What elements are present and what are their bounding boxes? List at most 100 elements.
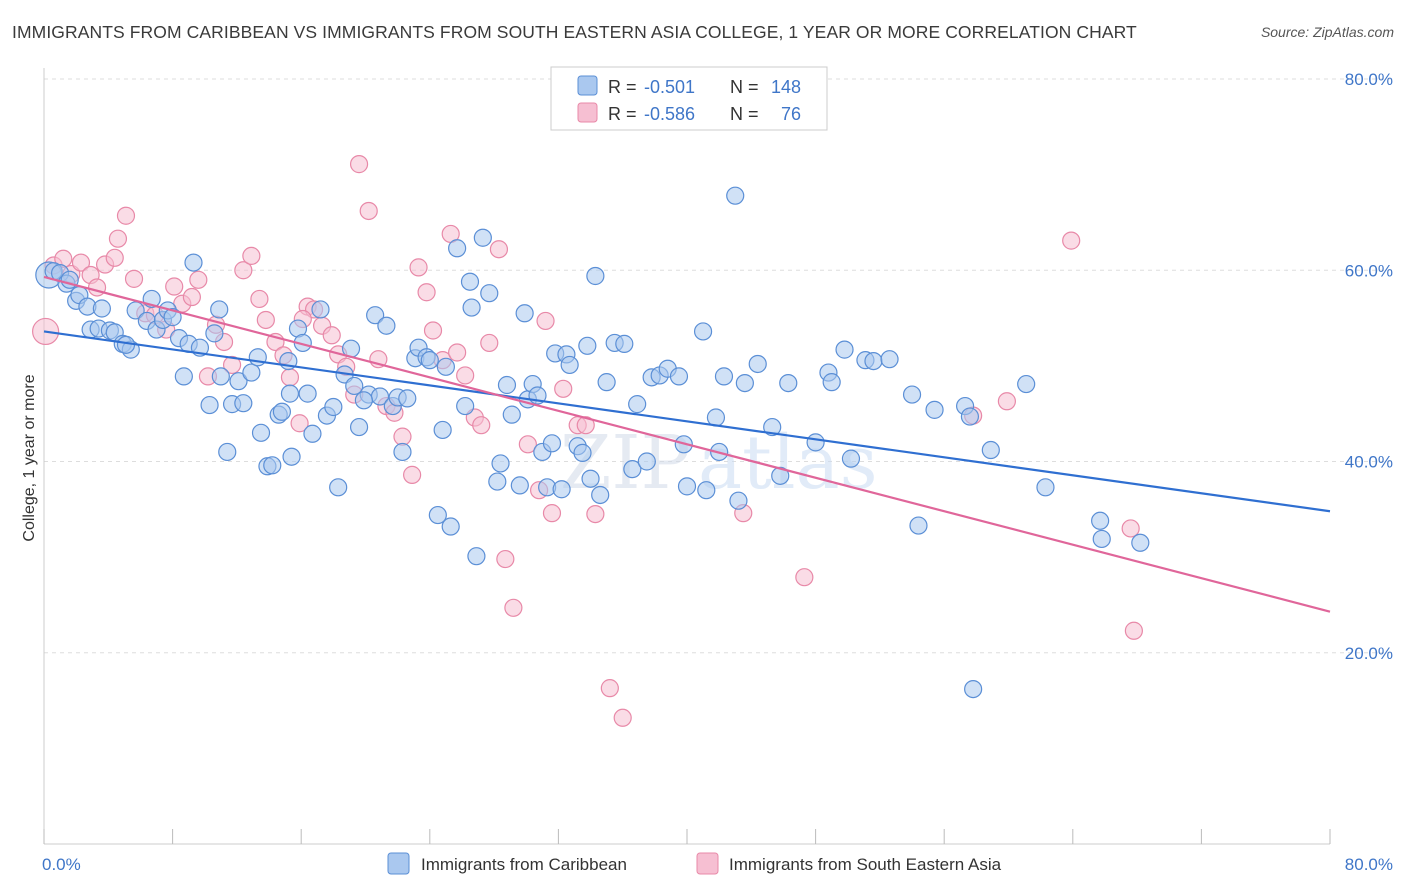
caribbean-point — [324, 397, 343, 417]
caribbean-point — [748, 354, 767, 374]
caribbean-point — [925, 400, 944, 419]
caribbean-point — [960, 407, 980, 426]
se-asia-point — [222, 355, 242, 375]
caribbean-point — [491, 454, 510, 473]
series-legend-label-se-asia: Immigrants from South Eastern Asia — [729, 855, 1002, 874]
series-legend-swatch-caribbean — [387, 852, 410, 875]
caribbean-point — [393, 442, 412, 462]
se-asia-point — [542, 504, 562, 523]
caribbean-point — [436, 357, 455, 376]
se-asia-point — [165, 277, 184, 296]
se-asia-point — [71, 253, 91, 272]
se-asia-point — [417, 283, 436, 302]
se-asia-point — [448, 343, 467, 362]
se-asia-point — [409, 258, 428, 277]
chart-title: IMMIGRANTS FROM CARIBBEAN VS IMMIGRANTS … — [12, 22, 1137, 42]
se-asia-point — [496, 549, 515, 569]
caribbean-point — [462, 298, 481, 317]
caribbean-point — [218, 442, 237, 462]
caribbean-point — [460, 272, 480, 291]
caribbean-point — [880, 350, 899, 369]
y-tick-label-40: 40.0% — [1345, 453, 1393, 472]
caribbean-point — [779, 373, 798, 393]
caribbean-point — [714, 367, 734, 386]
caribbean-point — [981, 440, 1000, 460]
stats-legend-swatch-blue — [577, 75, 598, 96]
trend-lines — [43, 275, 1331, 613]
caribbean-point — [586, 266, 605, 286]
caribbean-point — [1091, 511, 1110, 530]
caribbean-point — [263, 456, 282, 475]
se-asia-point — [423, 321, 443, 340]
caribbean-point — [581, 469, 600, 488]
caribbean-point — [174, 367, 193, 386]
caribbean-point — [909, 516, 928, 535]
se-asia-point — [795, 568, 814, 587]
se-asia-point — [997, 392, 1016, 411]
se-asia-point — [108, 229, 128, 248]
caribbean-point — [163, 308, 182, 327]
caribbean-point — [1092, 529, 1111, 549]
caribbean-point — [591, 485, 610, 505]
caribbean-point — [311, 300, 330, 319]
caribbean-point — [726, 186, 745, 205]
se-asia-point — [504, 598, 523, 617]
caribbean-point — [1131, 533, 1150, 552]
se-asia-point — [518, 435, 537, 454]
caribbean-point — [441, 517, 460, 536]
caribbean-point — [433, 420, 452, 440]
watermark-zip: ZIP — [560, 420, 690, 506]
stats-legend-r-label-2: R = — [608, 104, 637, 124]
stats-legend-r-value-2: -0.586 — [644, 104, 695, 124]
stats-legend-swatch-pink — [577, 102, 598, 123]
caribbean-point — [272, 402, 292, 421]
se-asia-point — [234, 261, 253, 280]
se-asia-point — [393, 427, 412, 446]
caribbean-point — [542, 434, 562, 453]
caribbean-point — [864, 351, 883, 371]
se-asia-point — [586, 504, 605, 524]
caribbean-point — [420, 351, 439, 370]
se-asia-point — [280, 368, 300, 387]
se-asia-point — [322, 326, 341, 345]
caribbean-point — [806, 433, 825, 452]
se-asia-point — [456, 366, 475, 385]
caribbean-point — [902, 385, 922, 404]
se-asia-point — [349, 155, 369, 174]
caribbean-point — [835, 340, 854, 359]
y-tick-label-80: 80.0% — [1345, 70, 1393, 89]
se-asia-point — [600, 679, 619, 698]
caribbean-point — [597, 373, 616, 392]
source-credit: Source: ZipAtlas.com — [1260, 24, 1394, 40]
se-asia-point — [1124, 621, 1143, 640]
caribbean-point — [349, 417, 369, 437]
caribbean-point — [234, 394, 253, 413]
axes — [43, 68, 1331, 845]
caribbean-point — [488, 472, 507, 491]
caribbean-point — [428, 505, 447, 525]
caribbean-point — [242, 363, 261, 382]
caribbean-point — [480, 284, 499, 303]
se-asia-point — [403, 465, 422, 484]
se-asia-point — [1121, 519, 1140, 538]
caribbean-point — [377, 316, 396, 335]
y-tick-labels: 20.0% 40.0% 60.0% 80.0% — [1345, 70, 1393, 663]
caribbean-point — [497, 375, 517, 395]
caribbean-point — [398, 389, 417, 408]
caribbean-point — [280, 384, 300, 403]
caribbean-point — [229, 372, 248, 391]
caribbean-point — [578, 336, 597, 355]
se-asia-point — [536, 311, 555, 331]
stats-legend-n-label-2: N = — [730, 104, 759, 124]
caribbean-point — [345, 376, 364, 396]
se-asia-point — [1062, 231, 1081, 250]
caribbean-point — [573, 443, 592, 462]
caribbean-point — [1017, 374, 1036, 394]
caribbean-point — [502, 405, 521, 424]
caribbean-point — [697, 481, 716, 500]
caribbean-point — [473, 228, 492, 247]
caribbean-point — [560, 355, 579, 375]
caribbean-point — [637, 452, 656, 471]
caribbean-point — [303, 424, 322, 443]
